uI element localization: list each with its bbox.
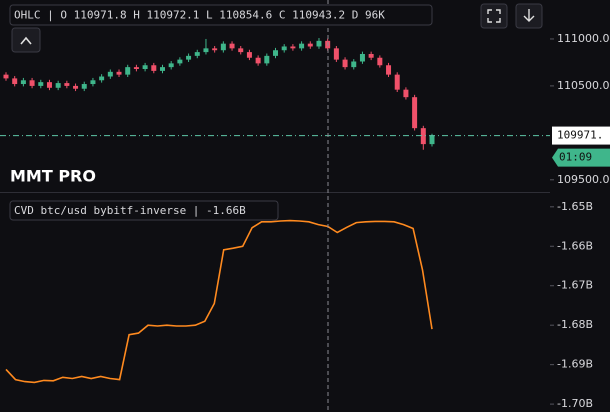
candle-body xyxy=(81,84,87,89)
y-tick-label: -1.65B xyxy=(557,200,593,213)
y-tick-label: -1.66B xyxy=(557,239,593,252)
candle-body xyxy=(342,59,348,68)
candle-body xyxy=(194,52,200,56)
last-price-label: 109971. xyxy=(557,129,603,142)
fullscreen-icon xyxy=(487,9,501,23)
candle-body xyxy=(186,55,192,60)
candle-body xyxy=(368,53,374,58)
candle-body xyxy=(255,57,261,64)
watermark: MMT PRO xyxy=(10,167,96,186)
y-tick-label: -1.68B xyxy=(557,318,593,331)
candle-body xyxy=(3,74,9,79)
candle-body xyxy=(177,59,183,64)
candle-body xyxy=(377,57,383,66)
legend-box xyxy=(9,4,433,26)
y-tick-label: 110500.0 xyxy=(557,79,610,92)
candle-body xyxy=(12,78,18,85)
candle-body xyxy=(38,82,44,86)
y-tick-label: -1.70B xyxy=(557,397,593,410)
candle-body xyxy=(220,43,226,51)
candle-body xyxy=(281,46,287,51)
y-tick-label: 109500.0 xyxy=(557,173,610,186)
candle-body xyxy=(386,65,392,75)
y-tick-label: 111000.0 xyxy=(557,32,610,45)
ohlc-legend: OHLC | O 110971.8 H 110972.1 L 110854.6 … xyxy=(14,9,385,22)
candle-body xyxy=(151,65,157,71)
candle-body xyxy=(55,83,61,88)
candle-body xyxy=(238,48,244,53)
candle-body xyxy=(290,46,296,49)
collapse-icon xyxy=(20,36,32,45)
candle-body xyxy=(125,67,131,75)
candle-body xyxy=(299,43,305,49)
candle-body xyxy=(420,128,426,145)
candle-body xyxy=(90,80,96,85)
y-tick-label: -1.67B xyxy=(557,279,593,292)
candle-body xyxy=(212,48,218,51)
candle-body xyxy=(412,97,418,129)
candle-body xyxy=(429,135,435,145)
candle-body xyxy=(229,43,235,49)
candle-body xyxy=(168,63,174,68)
y-tick-label: -1.69B xyxy=(557,358,593,371)
candle-body xyxy=(133,67,139,70)
candle-body xyxy=(246,52,252,58)
candle-body xyxy=(264,55,270,64)
candle-body xyxy=(351,61,357,68)
candle-body xyxy=(159,67,165,71)
candle-body xyxy=(99,76,105,81)
candle-body xyxy=(359,53,365,62)
candle-body xyxy=(316,40,322,47)
indicator-legend-box xyxy=(9,200,279,221)
candle-body xyxy=(273,50,279,56)
candle-body xyxy=(73,85,79,89)
candle-body xyxy=(46,82,52,88)
candle-body xyxy=(64,83,70,86)
fullscreen-button[interactable] xyxy=(480,3,508,29)
candle-body xyxy=(20,80,26,85)
candle-body xyxy=(307,43,313,47)
download-icon xyxy=(523,9,535,22)
indicator-legend: CVD btc/usd bybitf-inverse | -1.66B xyxy=(14,204,246,217)
candle-body xyxy=(394,74,400,90)
candle-body xyxy=(29,80,35,86)
cvd-line xyxy=(5,219,433,384)
countdown-box xyxy=(552,148,610,167)
countdown-label: 01:09 xyxy=(559,151,592,164)
candle-body xyxy=(403,89,409,98)
collapse-button[interactable] xyxy=(11,27,41,53)
candle-body xyxy=(116,71,122,75)
candle-body xyxy=(333,48,339,60)
last-price-box xyxy=(552,126,610,145)
candle-body xyxy=(107,71,113,77)
candle-body xyxy=(142,65,148,70)
candle-body xyxy=(203,48,209,53)
